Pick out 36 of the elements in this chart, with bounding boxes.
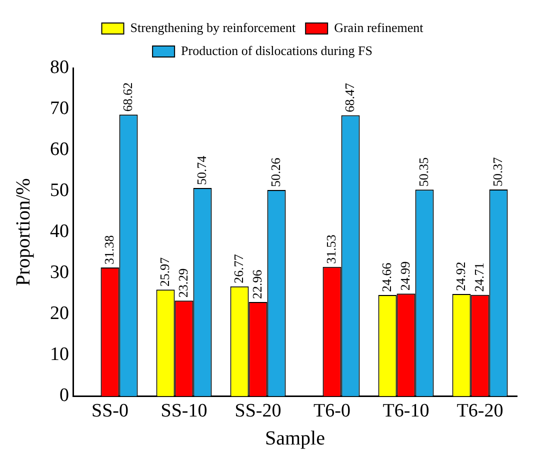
- y-tick-label: 40: [50, 221, 69, 242]
- y-tick-label: 10: [50, 344, 69, 366]
- data-label: 31.38: [101, 235, 116, 264]
- data-label: 26.77: [230, 254, 246, 284]
- data-label: 25.97: [156, 256, 172, 287]
- y-tick-label: 70: [50, 98, 69, 120]
- data-label: 24.99: [397, 261, 412, 291]
- y-tick-label: 20: [50, 303, 69, 324]
- legend-label: Production of dislocations during FS: [181, 42, 372, 58]
- x-tick-label: SS-20: [234, 400, 282, 422]
- data-label: 68.62: [120, 82, 135, 112]
- data-label: 31.53: [323, 234, 338, 264]
- data-label: 24.66: [378, 262, 394, 292]
- y-tick-label: 0: [60, 385, 69, 406]
- y-tick-label: 30: [50, 262, 69, 284]
- y-axis-title: Proportion/%: [12, 178, 34, 286]
- data-label: 22.96: [249, 269, 264, 300]
- y-tick-label: 60: [50, 139, 69, 160]
- data-label: 24.92: [452, 262, 468, 291]
- x-tick-label: T6-20: [456, 400, 504, 422]
- legend-label: Grain refinement: [334, 20, 424, 35]
- x-tick-label: SS-0: [92, 400, 128, 422]
- data-label: 50.35: [416, 157, 431, 187]
- data-label: 50.74: [194, 155, 209, 186]
- data-label: 23.29: [175, 268, 190, 298]
- data-label: 50.37: [490, 156, 505, 187]
- y-tick-label: 50: [50, 180, 69, 202]
- data-label: 68.47: [342, 82, 357, 112]
- x-tick-label: T6-0: [314, 400, 350, 422]
- x-tick-label: SS-10: [160, 400, 208, 422]
- y-tick-label: 80: [50, 56, 69, 78]
- data-label: 50.26: [268, 157, 283, 188]
- data-label: 24.71: [471, 262, 486, 292]
- legend-label: Strengthening by reinforcement: [130, 20, 296, 35]
- x-axis-title: Sample: [265, 427, 326, 450]
- x-tick-label: T6-10: [382, 400, 430, 422]
